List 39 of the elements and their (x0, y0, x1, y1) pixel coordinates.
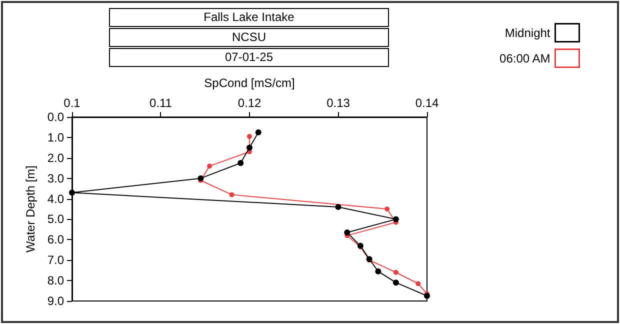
point (393, 270, 398, 275)
point (207, 164, 212, 169)
y-tick-label: 8.0 (47, 274, 64, 288)
y-tick-label: 2.0 (47, 150, 64, 165)
y-tick-label: 9.0 (47, 294, 64, 308)
y-tick-label: 7.0 (47, 253, 64, 268)
legend-label: Midnight (504, 26, 551, 40)
point (384, 206, 390, 212)
y-tick-label: 5.0 (47, 212, 64, 226)
point (229, 192, 234, 198)
x-tick-label: 0.11 (150, 96, 172, 110)
point (198, 175, 204, 182)
y-tick-label: 6.0 (47, 232, 64, 247)
x-tick-label: 0.14 (415, 96, 439, 110)
point (375, 268, 382, 274)
x-axis-title: SpCond [mS/cm] (204, 76, 295, 90)
y-tick-label: 1.0 (47, 130, 64, 144)
point (238, 160, 244, 166)
point (416, 281, 421, 286)
text: 07-01-25 (109, 48, 389, 67)
chart-title: Falls Lake Intake (109, 8, 389, 27)
y-axis-title: Water Depth [m] (23, 166, 38, 252)
y-tick-label: 4.0 (47, 192, 64, 206)
point (335, 204, 342, 210)
point (392, 280, 399, 286)
y-tick-label: 0.0 (47, 110, 64, 124)
point (424, 292, 430, 299)
chart-subtitle: NCSU (109, 28, 389, 47)
point (392, 216, 399, 222)
legend-label: 06:00 AM (500, 51, 550, 66)
x-tick-label: 0.12 (238, 96, 262, 110)
point (255, 129, 262, 136)
y-tick-label: 3.0 (47, 171, 64, 186)
x-tick-label: 0.1 (64, 96, 81, 110)
x-tick-label: 0.13 (326, 96, 350, 110)
point (246, 144, 252, 151)
point (247, 134, 252, 139)
point (69, 190, 75, 196)
point (344, 230, 350, 236)
